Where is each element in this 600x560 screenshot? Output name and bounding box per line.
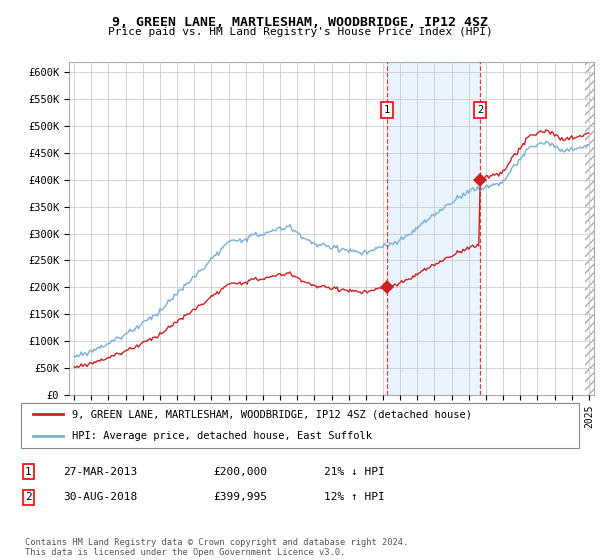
Text: 12% ↑ HPI: 12% ↑ HPI — [324, 492, 385, 502]
Text: 27-MAR-2013: 27-MAR-2013 — [63, 466, 137, 477]
Text: 1: 1 — [25, 466, 32, 477]
Text: Price paid vs. HM Land Registry's House Price Index (HPI): Price paid vs. HM Land Registry's House … — [107, 27, 493, 38]
Bar — [584, 62, 600, 395]
Text: £399,995: £399,995 — [213, 492, 267, 502]
Text: 2: 2 — [25, 492, 32, 502]
Text: £200,000: £200,000 — [213, 466, 267, 477]
Text: 9, GREEN LANE, MARTLESHAM, WOODBRIDGE, IP12 4SZ: 9, GREEN LANE, MARTLESHAM, WOODBRIDGE, I… — [112, 16, 488, 29]
Text: 1: 1 — [384, 105, 390, 115]
Text: 9, GREEN LANE, MARTLESHAM, WOODBRIDGE, IP12 4SZ (detached house): 9, GREEN LANE, MARTLESHAM, WOODBRIDGE, I… — [72, 409, 472, 419]
Text: HPI: Average price, detached house, East Suffolk: HPI: Average price, detached house, East… — [72, 431, 372, 441]
Bar — [387, 62, 480, 395]
Text: 30-AUG-2018: 30-AUG-2018 — [63, 492, 137, 502]
Text: Contains HM Land Registry data © Crown copyright and database right 2024.
This d: Contains HM Land Registry data © Crown c… — [25, 538, 409, 557]
Text: 2: 2 — [477, 105, 483, 115]
Text: 21% ↓ HPI: 21% ↓ HPI — [324, 466, 385, 477]
